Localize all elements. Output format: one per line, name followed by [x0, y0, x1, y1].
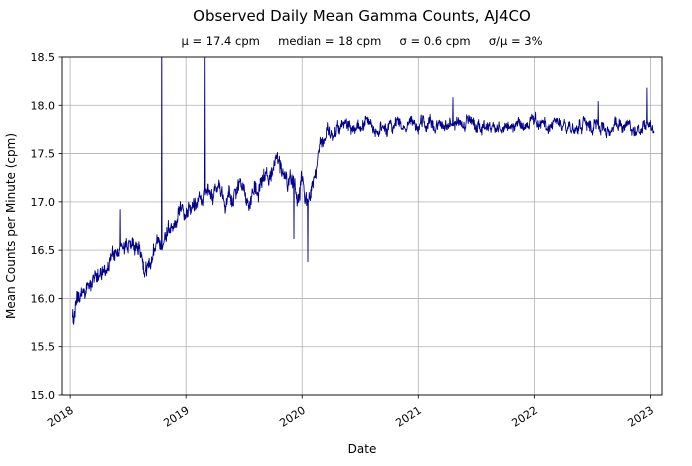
- chart-title: Observed Daily Mean Gamma Counts, AJ4CO: [193, 7, 531, 25]
- y-tick-label: 18.0: [31, 99, 56, 112]
- frame-layer: [61, 56, 663, 396]
- x-tick-label: 2022: [509, 404, 540, 430]
- axes-layer: 15.0 15.5 16.0 16.5 17.0 17.5 18.0 18.5 2018 2019…: [31, 51, 662, 430]
- y-tick-label: 16.0: [31, 292, 56, 305]
- y-axis-label: Mean Counts per Minute (cpm): [4, 133, 18, 319]
- x-tick-label: 2020: [277, 404, 308, 430]
- x-tick-label: 2019: [161, 404, 192, 430]
- x-axis-label: Date: [348, 442, 377, 456]
- y-tick-label: 16.5: [31, 244, 56, 257]
- chart-subtitle: μ = 17.4 cpm median = 18 cpm σ = 0.6 cpm…: [181, 34, 542, 48]
- y-tick-label: 15.5: [31, 341, 56, 354]
- y-tick-label: 17.0: [31, 196, 56, 209]
- y-tick-label: 15.0: [31, 389, 56, 402]
- x-tick-label: 2021: [393, 404, 424, 430]
- y-tick-label: 17.5: [31, 148, 56, 161]
- series-line: [71, 57, 655, 325]
- x-tick-label: 2018: [45, 404, 76, 430]
- series-layer: [71, 57, 655, 325]
- x-tick-label: 2023: [625, 404, 656, 430]
- y-tick-label: 18.5: [31, 51, 56, 64]
- plot-frame: [61, 56, 663, 396]
